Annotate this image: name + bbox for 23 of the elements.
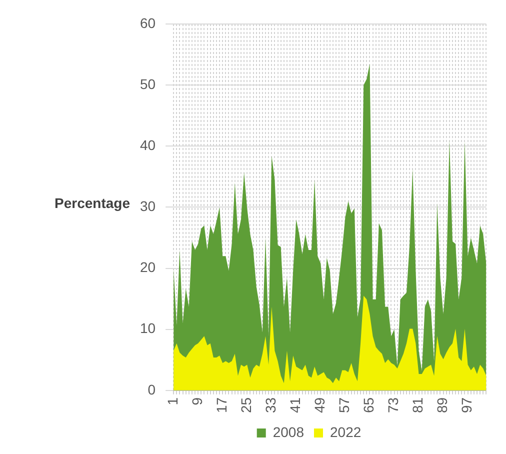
legend-label: 2008 — [272, 424, 304, 440]
y-tick-label: 20 — [140, 259, 156, 276]
x-tick-label: 49 — [312, 397, 328, 414]
x-tick-label: 89 — [434, 397, 450, 414]
y-tick-label: 0 — [148, 381, 156, 398]
x-tick-label: 57 — [336, 397, 352, 414]
x-tick-label: 25 — [238, 397, 254, 414]
x-tick-label: 9 — [188, 397, 205, 406]
y-tick-label: 10 — [140, 320, 156, 336]
x-tick-label: 1 — [164, 397, 180, 406]
y-tick-label: 30 — [140, 198, 156, 214]
x-tick-label: 17 — [213, 397, 230, 414]
x-tick-label: 73 — [385, 397, 402, 414]
y-tick-label: 60 — [140, 14, 156, 31]
y-tick-label: 40 — [140, 137, 156, 153]
x-tick-label: 65 — [360, 397, 377, 414]
x-tick-label: 97 — [458, 397, 475, 414]
y-tick-label: 50 — [140, 76, 156, 92]
y-axis-title: Percentage — [54, 195, 130, 211]
x-tick-label: 41 — [287, 397, 304, 414]
x-tick-label: 81 — [410, 397, 426, 414]
x-tick-label: 33 — [262, 397, 279, 414]
legend-label: 2022 — [330, 424, 362, 440]
